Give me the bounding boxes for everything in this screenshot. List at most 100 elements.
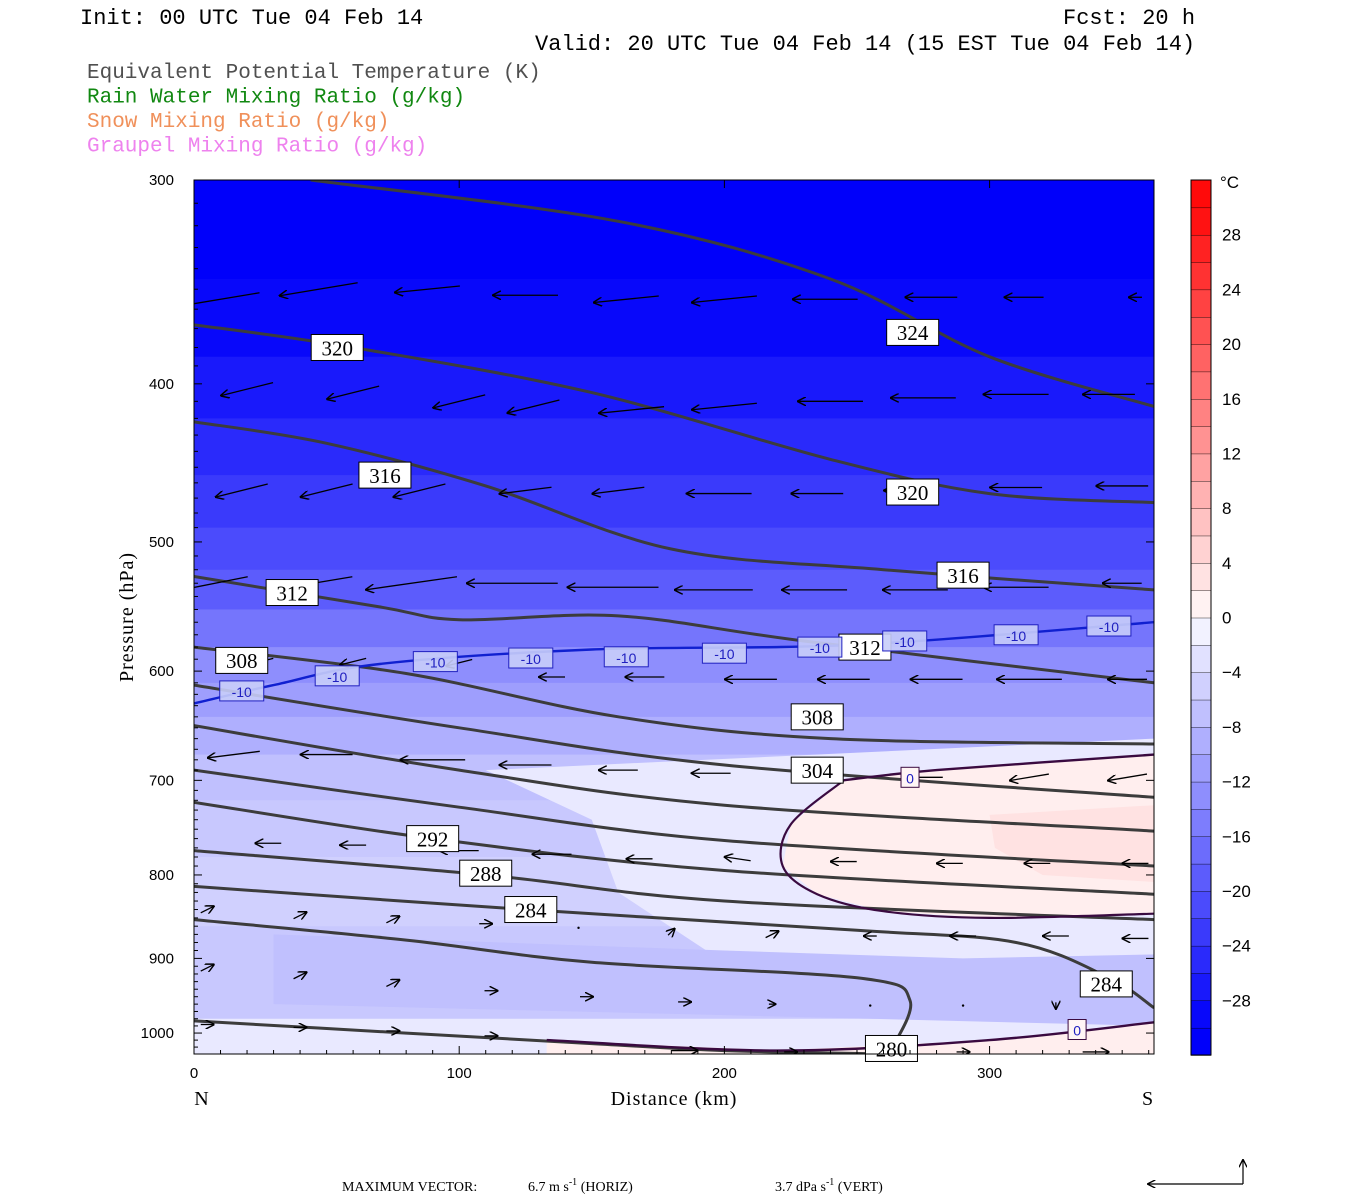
wind-vector [961, 1004, 965, 1007]
colorbar-swatch [1190, 699, 1212, 728]
wind-vector [592, 486, 645, 494]
contour-label-box [1079, 970, 1133, 998]
colorbar-tick-label: 16 [1222, 390, 1241, 409]
temperature-band [194, 475, 1154, 529]
contour-label-box [459, 859, 513, 887]
contour-label-box [882, 630, 928, 652]
wind-vector [280, 282, 358, 296]
wind-vector [293, 912, 307, 919]
contour-label-box [864, 1034, 918, 1062]
colorbar-swatch [1190, 289, 1212, 318]
contour-label-box [790, 703, 844, 731]
colorbar-swatch [1190, 453, 1212, 482]
colorbar-tick-label: 28 [1222, 226, 1241, 245]
temperature-band [194, 682, 1154, 718]
contour-label: 304 [801, 759, 833, 783]
temperature-band [194, 356, 1154, 420]
contour-label-box [508, 647, 554, 669]
contour-label: 308 [226, 649, 258, 673]
colorbar-swatch [1190, 343, 1212, 373]
wind-vector [594, 295, 659, 303]
colorbar-tick-label: −16 [1222, 827, 1251, 846]
colorbar-swatch [1190, 644, 1212, 673]
wind-vector [765, 931, 779, 938]
colorbar-tick-label: 4 [1222, 554, 1231, 573]
colorbar-unit: °C [1220, 173, 1239, 192]
y-tick-label: 300 [149, 172, 174, 189]
colorbar: 28 24 20 16 12 8 4 0 −4 −8 −12 −16 −20 −24 −28 [1190, 179, 1251, 1056]
contour-label: -10 [425, 655, 445, 671]
colorbar-swatch [1190, 972, 1212, 1002]
max-vector-vert: 3.7 dPa s-1 (VERT) [775, 1177, 883, 1195]
wind-vector [301, 483, 353, 497]
temperature-field [194, 180, 1154, 1054]
colorbar-swatch [1190, 535, 1212, 564]
contour-label: -10 [895, 634, 915, 650]
theta-e-contour [194, 724, 1154, 833]
temperature-band [194, 569, 1154, 611]
theta-e-contour [194, 800, 1154, 896]
max-vector-footer: MAXIMUM VECTOR: 6.7 m s-1 (HORIZ) 3.7 dP… [342, 1160, 1243, 1195]
contour-label: 284 [515, 898, 547, 922]
wind-vector [194, 292, 260, 305]
wind-vector [433, 394, 486, 408]
wind-vector [1010, 773, 1049, 781]
temperature-band [273, 934, 1154, 1026]
y-tick-label: 400 [149, 376, 174, 393]
field-legend: Equivalent Potential Temperature (K)Rain… [87, 62, 541, 159]
wind-vector [507, 399, 560, 413]
colorbar-swatch [1190, 754, 1212, 783]
wind-vector [393, 483, 446, 497]
contour-label: 312 [276, 581, 308, 605]
contour-label-box [219, 680, 265, 702]
y-tick-label: 900 [149, 950, 174, 967]
contour-label-box [886, 318, 940, 346]
wind-vector [668, 929, 675, 936]
wind-vector [327, 385, 380, 399]
wind-vector [386, 980, 399, 987]
colorbar-swatch [1190, 1027, 1212, 1056]
contour-label: 316 [947, 564, 979, 588]
isotherm [779, 779, 1154, 920]
colorbar-tick-label: −4 [1222, 663, 1241, 682]
wind-vector [200, 965, 214, 972]
contour-label: -10 [1006, 628, 1026, 644]
colorbar-swatch [1190, 945, 1212, 974]
init-time: Init: 00 UTC Tue 04 Feb 14 [80, 6, 423, 31]
y-axis: 300 400 500 600 700 800 900 1000 [141, 172, 1154, 1055]
colorbar-tick-label: 12 [1222, 444, 1241, 463]
contour-labels: 324 320 320 316 316 312 312 308 308 304 292 288 284 2… [215, 318, 1133, 1062]
theta-e-contour [194, 683, 1154, 799]
contour-label-box [406, 825, 460, 853]
contour-label-box [504, 896, 558, 924]
contour-label: -10 [521, 651, 541, 667]
colorbar-swatch [1190, 234, 1212, 263]
colorbar-swatch [1190, 1000, 1212, 1029]
wind-vector [599, 406, 665, 414]
legend-entry: Snow Mixing Ratio (g/kg) [87, 111, 389, 134]
contour-label-box [358, 461, 412, 489]
plot-frame [193, 179, 1155, 1055]
colorbar-tick-label: −20 [1222, 882, 1251, 901]
contour-label-box [701, 642, 747, 664]
contour-label-box [900, 766, 920, 788]
contour-label: 292 [417, 827, 449, 851]
contour-label-box [310, 333, 364, 361]
wind-vector [216, 483, 268, 497]
contour-label: 316 [369, 464, 401, 488]
contour-label-box [265, 579, 319, 607]
contour-label: 320 [897, 481, 929, 505]
max-vector-label: MAXIMUM VECTOR: [342, 1180, 477, 1195]
contour-label-box [603, 646, 649, 668]
wind-vector [221, 381, 274, 396]
contour-label: 288 [470, 862, 502, 886]
wind-vector [366, 576, 458, 590]
y-tick-label: 1000 [141, 1025, 174, 1042]
wind-vector [869, 1004, 872, 1007]
contour-label: 312 [849, 636, 881, 660]
colorbar-swatch [1190, 562, 1212, 591]
forecast-hour: Fcst: 20 h [1063, 6, 1195, 31]
colorbar-swatch [1190, 480, 1212, 509]
contour-label-box [936, 561, 990, 589]
